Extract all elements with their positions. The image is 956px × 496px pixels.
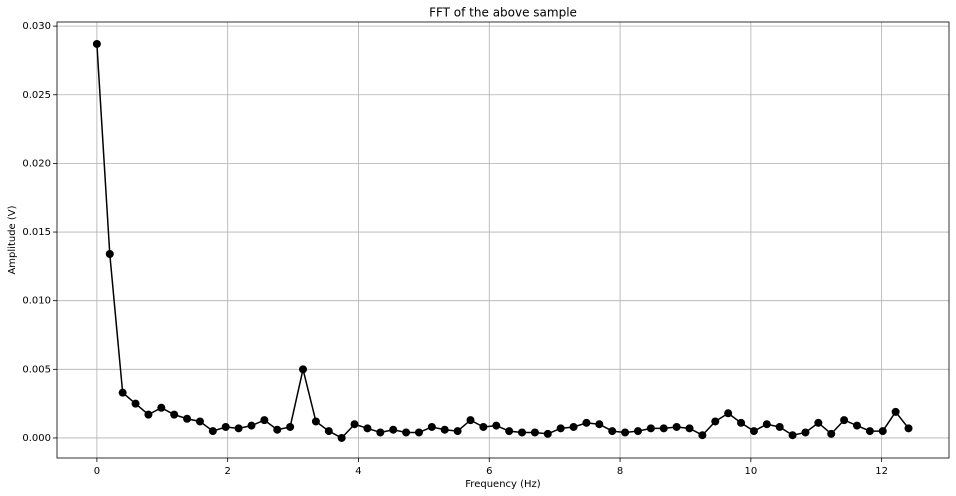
data-point [131, 399, 140, 408]
data-point [621, 428, 630, 437]
data-point [324, 427, 333, 436]
y-tick-label: 0.015 [22, 227, 51, 238]
data-point [711, 417, 720, 426]
data-point [530, 428, 539, 437]
data-point [389, 425, 398, 434]
data-point [337, 433, 346, 442]
data-point [247, 421, 256, 430]
data-point [801, 428, 810, 437]
x-tick-label: 4 [355, 466, 361, 477]
data-point [376, 428, 385, 437]
data-point [904, 424, 913, 433]
data-point [118, 388, 127, 397]
data-point [749, 427, 758, 436]
data-point [453, 427, 462, 436]
x-tick-label: 2 [224, 466, 230, 477]
data-point [144, 410, 153, 419]
data-point [363, 424, 372, 433]
x-tick-label: 0 [94, 466, 100, 477]
series-line [96, 43, 910, 439]
data-point [852, 421, 861, 430]
data-point [402, 428, 411, 437]
data-point [827, 429, 836, 438]
data-point [157, 403, 166, 412]
y-tick-label: 0.020 [22, 158, 51, 169]
data-point [556, 424, 565, 433]
data-point [479, 422, 488, 431]
data-point [234, 424, 243, 433]
plot-frame [56, 21, 950, 459]
data-point [543, 429, 552, 438]
data-point [195, 417, 204, 426]
x-tick-label: 10 [744, 466, 757, 477]
data-point [865, 427, 874, 436]
data-point [221, 422, 230, 431]
data-point [891, 407, 900, 416]
data-point [414, 428, 423, 437]
data-point [518, 428, 527, 437]
y-tick-label: 0.010 [22, 296, 51, 307]
data-point [672, 422, 681, 431]
data-point [788, 431, 797, 440]
data-point [633, 427, 642, 436]
data-point [92, 39, 101, 48]
data-point [170, 410, 179, 419]
data-point [569, 422, 578, 431]
data-point [840, 416, 849, 425]
x-tick-label: 12 [875, 466, 888, 477]
data-point [466, 416, 475, 425]
data-point [646, 424, 655, 433]
data-point [440, 425, 449, 434]
data-point [427, 422, 436, 431]
x-tick-label: 8 [617, 466, 623, 477]
data-point [724, 409, 733, 418]
data-point [595, 420, 604, 429]
data-point [311, 417, 320, 426]
data-point [105, 250, 114, 259]
data-point [260, 416, 269, 425]
data-point [286, 422, 295, 431]
data-point [762, 420, 771, 429]
data-point [698, 431, 707, 440]
data-point [685, 424, 694, 433]
data-point [208, 427, 217, 436]
y-tick-label: 0.025 [22, 90, 51, 101]
data-point [273, 425, 282, 434]
data-point [737, 418, 746, 427]
data-point [350, 420, 359, 429]
y-axis-label: Amplitude (V) [7, 205, 18, 274]
data-point [659, 424, 668, 433]
data-point [492, 421, 501, 430]
data-point [814, 418, 823, 427]
data-point [608, 427, 617, 436]
x-axis-label: Frequency (Hz) [465, 479, 541, 490]
data-point [299, 365, 308, 374]
data-point [878, 427, 887, 436]
chart-title: FFT of the above sample [429, 6, 577, 20]
y-tick-label: 0.030 [22, 21, 51, 32]
data-point [582, 418, 591, 427]
data-point [505, 427, 514, 436]
y-tick-label: 0.005 [22, 364, 51, 375]
y-tick-label: 0.000 [22, 433, 51, 444]
data-point [775, 422, 784, 431]
x-tick-label: 6 [486, 466, 492, 477]
data-point [183, 414, 192, 423]
